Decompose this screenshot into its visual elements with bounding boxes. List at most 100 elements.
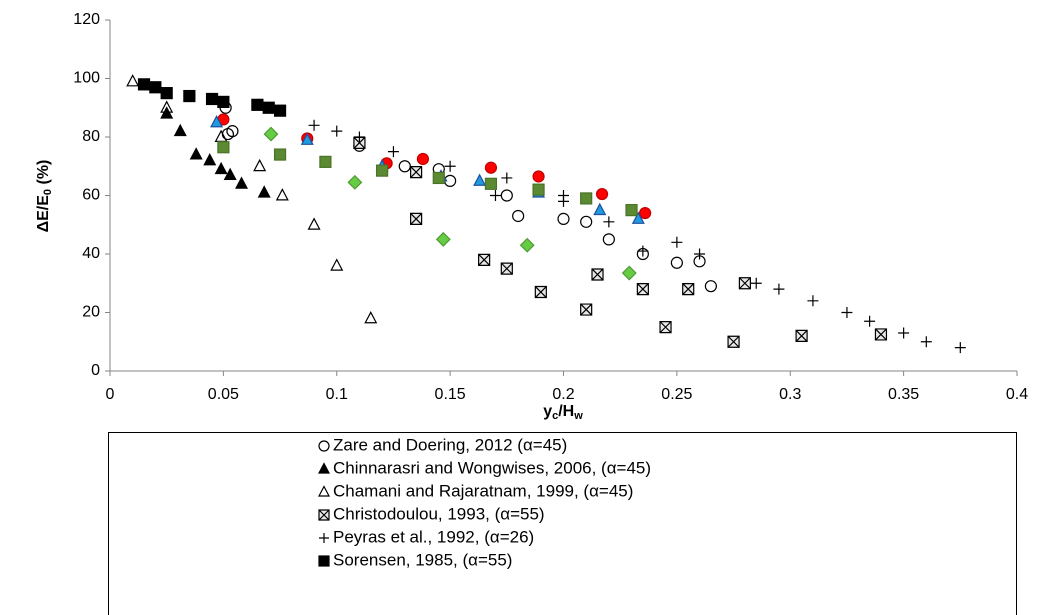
marker	[262, 101, 275, 114]
marker	[257, 185, 271, 198]
marker	[637, 245, 649, 257]
marker	[512, 209, 525, 223]
marker	[532, 183, 545, 196]
marker	[398, 160, 411, 173]
marker	[580, 192, 593, 205]
marker	[864, 315, 876, 327]
marker	[273, 148, 287, 161]
marker	[210, 115, 224, 128]
marker	[603, 216, 615, 228]
legend-label: Zare and Doering, 2012 (α=45)	[333, 435, 567, 454]
marker	[432, 171, 445, 185]
marker	[841, 307, 853, 318]
marker	[738, 277, 751, 290]
marker	[484, 177, 498, 190]
x-axis-title: yc/Hw	[543, 403, 583, 422]
marker	[807, 295, 819, 307]
y-tick-label: 80	[82, 128, 100, 145]
y-axis-title: ΔE/E0 (%)	[35, 160, 54, 233]
marker	[273, 104, 287, 117]
marker	[353, 136, 366, 149]
marker	[670, 256, 683, 269]
legend-label: Sorensen, 1985, (α=55)	[333, 550, 512, 569]
marker	[318, 509, 330, 521]
marker	[558, 195, 569, 207]
marker	[898, 327, 910, 339]
x-tick-label: 0.05	[208, 386, 239, 403]
y-tick-label: 0	[91, 362, 100, 379]
marker	[591, 268, 604, 281]
legend-label: Peyras et al., 1992, (α=26)	[333, 527, 534, 546]
marker	[519, 237, 535, 253]
marker	[500, 189, 513, 202]
marker	[694, 248, 706, 260]
marker	[160, 87, 173, 100]
x-tick-label: 0.1	[326, 386, 348, 403]
y-title-part: ΔE/E	[35, 195, 52, 233]
marker	[631, 211, 645, 224]
marker	[318, 485, 330, 497]
marker	[183, 89, 196, 103]
marker	[410, 212, 423, 225]
marker	[682, 283, 695, 296]
marker	[319, 155, 332, 168]
marker	[308, 119, 320, 131]
marker	[189, 147, 203, 160]
y-tick-label: 60	[82, 187, 100, 204]
marker	[410, 166, 423, 179]
marker	[625, 204, 638, 217]
marker	[331, 125, 343, 137]
marker	[444, 160, 456, 172]
legend-box	[108, 432, 1017, 615]
marker	[489, 190, 501, 201]
marker	[954, 342, 966, 354]
marker	[795, 329, 808, 342]
marker	[205, 92, 219, 106]
marker	[478, 253, 491, 266]
marker	[300, 132, 314, 145]
marker	[214, 161, 228, 175]
x-title-part: y	[543, 403, 552, 420]
marker	[387, 146, 399, 158]
marker	[173, 123, 187, 137]
x-tick-label: 0.4	[1006, 386, 1028, 403]
marker	[595, 187, 609, 201]
y-tick-label: 20	[82, 304, 100, 321]
marker	[920, 336, 932, 348]
y-tick-label: 40	[82, 245, 100, 262]
marker	[671, 236, 683, 248]
marker	[532, 170, 545, 183]
marker	[636, 283, 649, 296]
marker	[593, 202, 607, 216]
marker	[318, 555, 330, 567]
marker	[621, 265, 637, 281]
marker	[364, 311, 378, 324]
y-tick-label: 100	[73, 70, 100, 87]
y-title-sub: 0	[42, 189, 54, 195]
marker	[137, 78, 151, 91]
marker	[501, 172, 513, 184]
marker	[214, 129, 228, 142]
marker	[275, 188, 289, 201]
marker	[874, 328, 888, 341]
marker	[484, 161, 498, 174]
marker	[149, 81, 162, 94]
marker	[347, 174, 363, 190]
marker	[263, 126, 279, 142]
marker	[319, 533, 329, 543]
marker	[353, 131, 365, 143]
marker	[160, 106, 174, 119]
legend-label: Chamani and Rajaratnam, 1999, (α=45)	[333, 481, 633, 500]
marker	[235, 176, 249, 189]
marker	[307, 217, 321, 230]
marker	[416, 152, 430, 166]
legend-label: Christodoulou, 1993, (α=55)	[333, 504, 545, 523]
marker	[160, 100, 174, 113]
marker	[217, 95, 230, 109]
marker	[580, 215, 593, 228]
x-tick-label: 0.15	[435, 386, 466, 403]
x-tick-label: 0.2	[552, 386, 574, 403]
marker	[773, 283, 785, 295]
marker	[727, 335, 740, 348]
x-title-sub: c	[552, 410, 558, 422]
